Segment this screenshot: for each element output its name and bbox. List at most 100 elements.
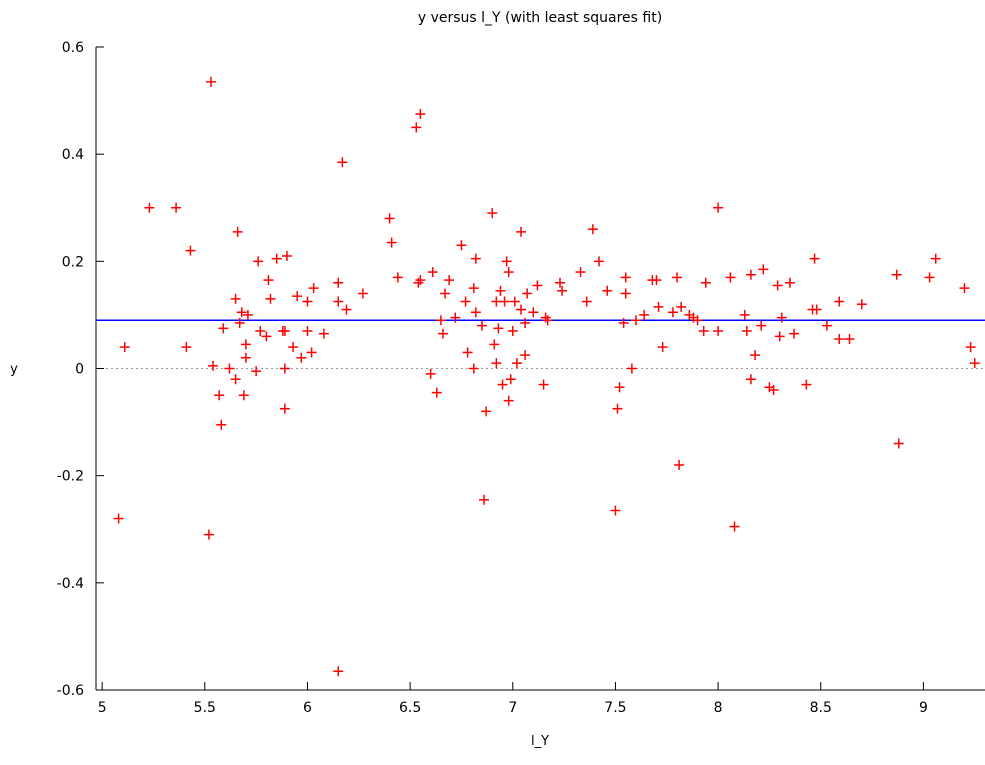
data-point: [891, 269, 902, 280]
data-point: [776, 312, 787, 323]
data-point: [965, 342, 976, 353]
data-point: [834, 296, 845, 307]
data-point: [821, 320, 832, 331]
data-point: [602, 285, 613, 296]
data-point: [768, 384, 779, 395]
data-point: [308, 283, 319, 294]
data-point: [540, 312, 551, 323]
data-point: [509, 296, 520, 307]
data-point: [384, 213, 395, 224]
data-point: [698, 325, 709, 336]
data-point: [271, 253, 282, 264]
data-point: [230, 374, 241, 385]
data-point: [205, 76, 216, 87]
data-point: [292, 291, 303, 302]
data-point: [493, 323, 504, 334]
data-point: [296, 352, 307, 363]
x-tick-label: 8.5: [810, 700, 832, 716]
data-point: [756, 320, 767, 331]
x-tick-label: 5.5: [194, 700, 216, 716]
data-point: [333, 277, 344, 288]
data-point: [924, 272, 935, 283]
data-point: [499, 296, 510, 307]
y-axis-label: y: [10, 362, 18, 377]
data-point: [497, 379, 508, 390]
data-point: [630, 315, 641, 326]
data-point: [503, 395, 514, 406]
y-tick-label: -0.4: [57, 576, 84, 592]
data-point: [427, 267, 438, 278]
chart-title: y versus l_Y (with least squares fit): [418, 10, 662, 26]
data-point: [507, 325, 518, 336]
data-point: [491, 358, 502, 369]
data-point: [236, 307, 247, 318]
data-point: [575, 267, 586, 278]
data-point: [113, 513, 124, 524]
y-tick-label: 0: [75, 362, 84, 378]
data-point: [745, 374, 756, 385]
data-point: [479, 494, 490, 505]
data-point: [476, 320, 487, 331]
data-point: [437, 328, 448, 339]
data-point: [468, 363, 479, 374]
data-point: [306, 347, 317, 358]
data-point: [555, 277, 566, 288]
x-tick-label: 7.5: [604, 700, 626, 716]
data-point: [538, 379, 549, 390]
data-point: [489, 339, 500, 350]
data-point: [713, 202, 724, 213]
data-point: [639, 309, 650, 320]
data-point: [462, 347, 473, 358]
x-tick-label: 5: [98, 700, 107, 716]
data-point: [511, 358, 522, 369]
data-point: [520, 317, 531, 328]
data-point: [238, 390, 249, 401]
data-point: [208, 360, 219, 371]
data-point: [470, 307, 481, 318]
data-point: [444, 275, 455, 286]
data-point: [667, 307, 678, 318]
data-point: [587, 224, 598, 235]
data-point: [692, 315, 703, 326]
data-point: [279, 325, 290, 336]
data-point: [203, 529, 214, 540]
data-point: [503, 267, 514, 278]
data-point: [431, 387, 442, 398]
data-point: [440, 288, 451, 299]
data-point: [739, 309, 750, 320]
data-point: [357, 288, 368, 299]
data-point: [809, 253, 820, 264]
data-point: [618, 317, 629, 328]
data-point: [657, 342, 668, 353]
data-point: [614, 382, 625, 393]
data-point: [218, 323, 229, 334]
x-tick-label: 6: [303, 700, 312, 716]
data-point: [333, 666, 344, 677]
y-tick-label: -0.2: [57, 469, 84, 485]
x-tick-label: 6.5: [399, 700, 421, 716]
data-point: [279, 363, 290, 374]
data-point: [672, 272, 683, 283]
data-point: [171, 202, 182, 213]
data-point: [415, 108, 426, 119]
data-point: [674, 459, 685, 470]
x-tick-label: 7: [508, 700, 517, 716]
data-point: [181, 342, 192, 353]
data-point: [700, 277, 711, 288]
data-point: [425, 368, 436, 379]
data-point: [279, 403, 290, 414]
data-point: [620, 288, 631, 299]
data-point: [413, 277, 424, 288]
data-point: [481, 406, 492, 417]
data-point: [119, 342, 130, 353]
x-axis-label: l_Y: [531, 734, 549, 749]
data-point: [337, 157, 348, 168]
data-point: [612, 403, 623, 414]
data-point: [470, 253, 481, 264]
data-point: [893, 438, 904, 449]
data-point: [750, 350, 761, 361]
data-point: [610, 505, 621, 516]
data-point: [856, 299, 867, 310]
